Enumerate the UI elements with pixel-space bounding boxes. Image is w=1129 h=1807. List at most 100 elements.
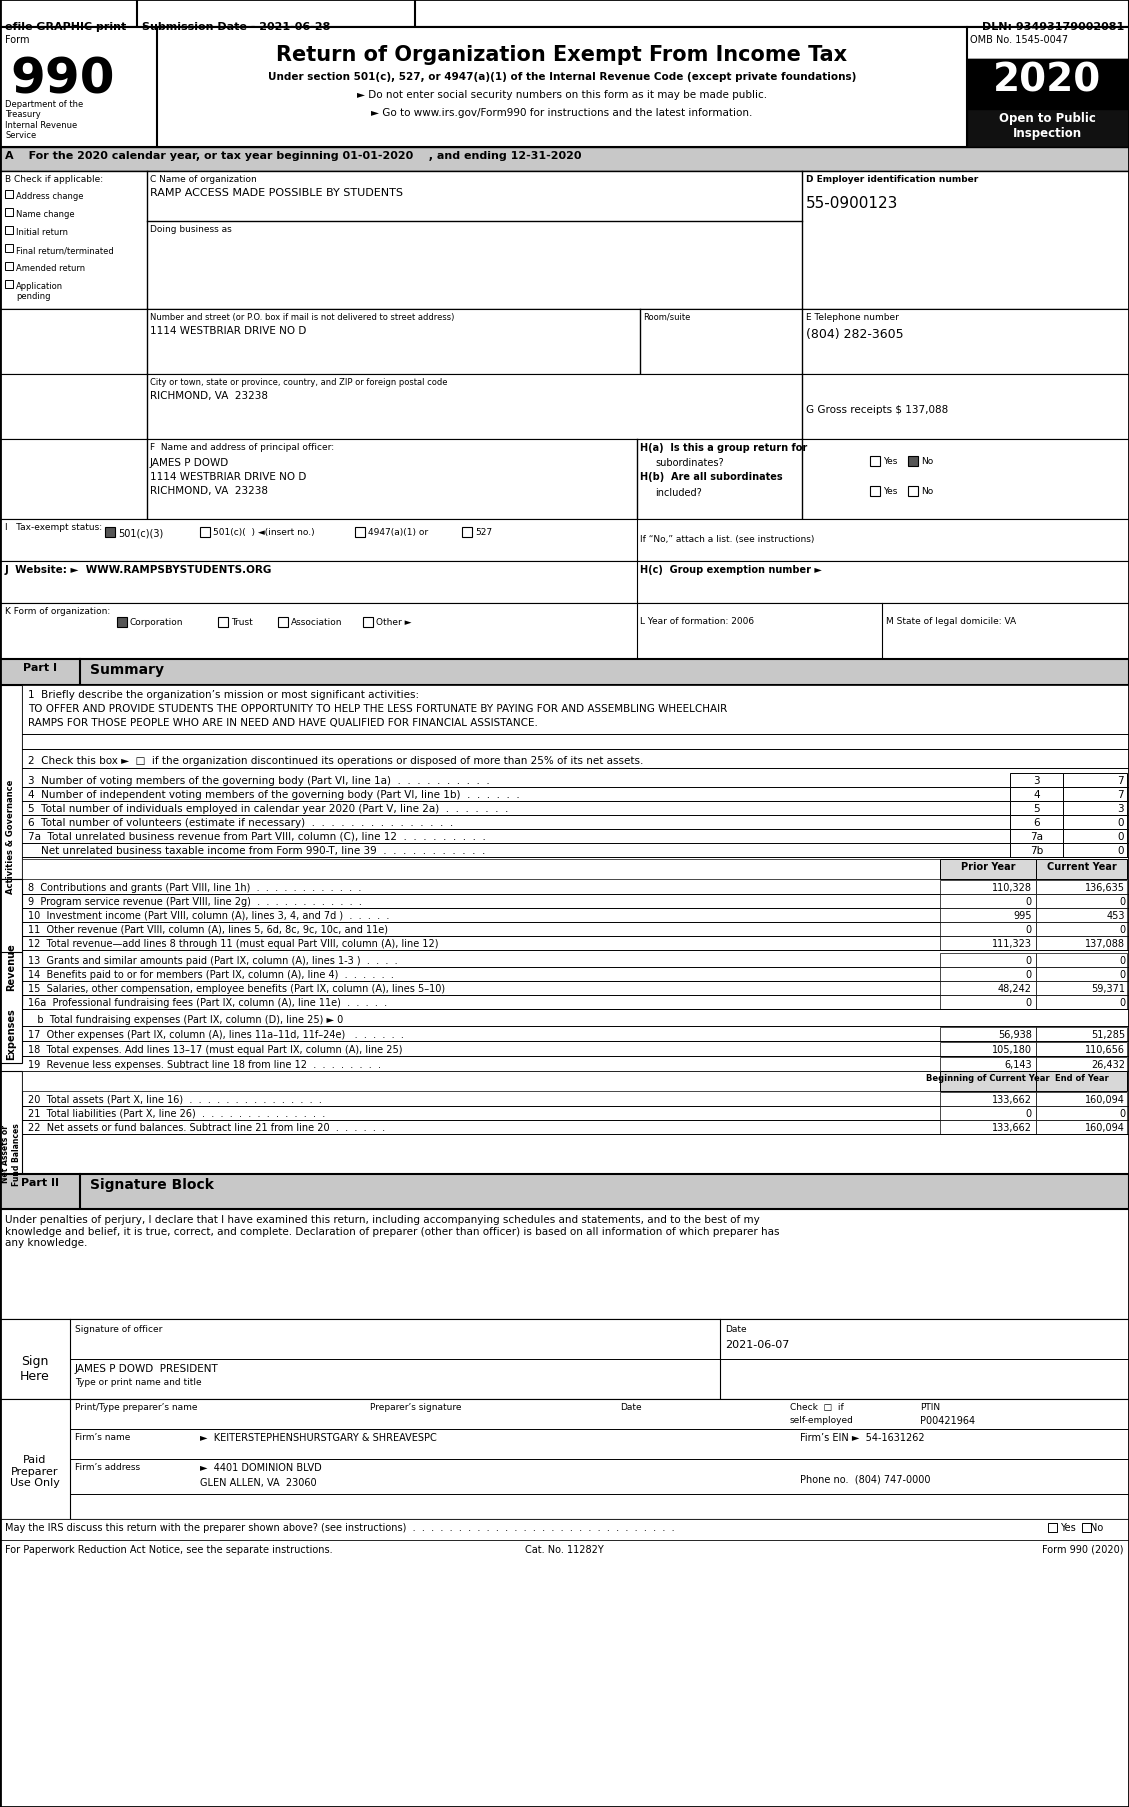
- Text: 0: 0: [1119, 970, 1124, 979]
- Bar: [1036, 1120, 1127, 1135]
- Bar: [0, 604, 1129, 660]
- Bar: [462, 528, 472, 538]
- Text: Phone no.  (804) 747-0000: Phone no. (804) 747-0000: [800, 1475, 930, 1484]
- Text: included?: included?: [655, 488, 702, 497]
- Text: 1114 WESTBRIAR DRIVE NO D: 1114 WESTBRIAR DRIVE NO D: [150, 472, 306, 482]
- Bar: [1010, 829, 1064, 844]
- Bar: [968, 60, 1129, 110]
- Text: Return of Organization Exempt From Income Tax: Return of Organization Exempt From Incom…: [277, 45, 848, 65]
- Bar: [940, 954, 1036, 967]
- Text: H(b)  Are all subordinates: H(b) Are all subordinates: [640, 472, 782, 482]
- Bar: [105, 528, 115, 538]
- Text: Yes: Yes: [1060, 1521, 1076, 1532]
- Text: 0: 0: [1026, 896, 1032, 907]
- Text: 16a  Professional fundraising fees (Part IX, column (A), line 11e)  .  .  .  .  : 16a Professional fundraising fees (Part …: [28, 997, 387, 1008]
- Text: 0: 0: [1118, 817, 1124, 828]
- Text: Signature of officer: Signature of officer: [75, 1325, 163, 1334]
- Bar: [5, 262, 14, 271]
- Text: Firm’s address: Firm’s address: [75, 1462, 140, 1471]
- Bar: [1010, 773, 1064, 788]
- Text: ► Do not enter social security numbers on this form as it may be made public.: ► Do not enter social security numbers o…: [357, 90, 767, 99]
- Text: 19  Revenue less expenses. Subtract line 18 from line 12  .  .  .  .  .  .  .  .: 19 Revenue less expenses. Subtract line …: [28, 1059, 380, 1070]
- Bar: [1036, 936, 1127, 950]
- Text: RAMPS FOR THOSE PEOPLE WHO ARE IN NEED AND HAVE QUALIFIED FOR FINANCIAL ASSISTAN: RAMPS FOR THOSE PEOPLE WHO ARE IN NEED A…: [28, 717, 537, 728]
- Text: 501(c)(3): 501(c)(3): [119, 528, 164, 538]
- Text: 22  Net assets or fund balances. Subtract line 21 from line 20  .  .  .  .  .  .: 22 Net assets or fund balances. Subtract…: [28, 1122, 385, 1133]
- Text: Amended return: Amended return: [16, 264, 85, 273]
- Text: Yes: Yes: [883, 486, 898, 495]
- Text: 18  Total expenses. Add lines 13–17 (must equal Part IX, column (A), line 25): 18 Total expenses. Add lines 13–17 (must…: [28, 1044, 403, 1055]
- Text: 0: 0: [1026, 925, 1032, 934]
- Text: 4947(a)(1) or: 4947(a)(1) or: [368, 528, 428, 537]
- Text: Application
pending: Application pending: [16, 282, 63, 302]
- Bar: [0, 685, 21, 880]
- Text: 0: 0: [1119, 925, 1124, 934]
- Bar: [1064, 773, 1127, 788]
- Text: F  Name and address of principal officer:: F Name and address of principal officer:: [150, 443, 334, 452]
- Bar: [0, 309, 1129, 374]
- Bar: [1064, 802, 1127, 815]
- Bar: [0, 439, 1129, 520]
- Bar: [1036, 909, 1127, 923]
- Text: Name change: Name change: [16, 210, 75, 219]
- Text: PTIN: PTIN: [920, 1402, 940, 1411]
- Text: ►  KEITERSTEPHENSHURSTGARY & SHREAVESPC: ► KEITERSTEPHENSHURSTGARY & SHREAVESPC: [200, 1433, 437, 1442]
- Text: 137,088: 137,088: [1085, 938, 1124, 949]
- Bar: [0, 1175, 1129, 1209]
- Text: Open to Public
Inspection: Open to Public Inspection: [998, 112, 1095, 139]
- Text: 105,180: 105,180: [992, 1044, 1032, 1055]
- Text: DLN: 93493179002081: DLN: 93493179002081: [982, 22, 1124, 33]
- Bar: [5, 210, 14, 217]
- Bar: [1036, 860, 1127, 880]
- Text: 59,371: 59,371: [1091, 983, 1124, 994]
- Text: Other ►: Other ►: [376, 618, 411, 627]
- Text: b  Total fundraising expenses (Part IX, column (D), line 25) ► 0: b Total fundraising expenses (Part IX, c…: [28, 1014, 343, 1025]
- Bar: [0, 660, 1129, 685]
- Text: M State of legal domicile: VA: M State of legal domicile: VA: [886, 616, 1016, 625]
- Text: 136,635: 136,635: [1085, 882, 1124, 893]
- Text: City or town, state or province, country, and ZIP or foreign postal code: City or town, state or province, country…: [150, 378, 447, 387]
- Text: 51,285: 51,285: [1091, 1030, 1124, 1039]
- Text: H(a)  Is this a group return for: H(a) Is this a group return for: [640, 443, 807, 454]
- Text: 995: 995: [1014, 911, 1032, 920]
- Text: Current Year: Current Year: [1047, 862, 1117, 871]
- Text: Firm’s EIN ►  54-1631262: Firm’s EIN ► 54-1631262: [800, 1433, 925, 1442]
- Bar: [1010, 815, 1064, 829]
- Bar: [21, 1072, 1127, 1091]
- Text: No: No: [1089, 1521, 1103, 1532]
- Text: 2021-06-07: 2021-06-07: [725, 1339, 789, 1350]
- Text: Print/Type preparer’s name: Print/Type preparer’s name: [75, 1402, 198, 1411]
- Bar: [1036, 1028, 1127, 1041]
- Text: 15  Salaries, other compensation, employee benefits (Part IX, column (A), lines : 15 Salaries, other compensation, employe…: [28, 983, 445, 994]
- Text: Corporation: Corporation: [130, 618, 184, 627]
- Bar: [0, 1399, 1129, 1520]
- Text: No: No: [921, 486, 934, 495]
- Text: RICHMOND, VA  23238: RICHMOND, VA 23238: [150, 486, 268, 495]
- Text: 55-0900123: 55-0900123: [806, 195, 899, 211]
- Text: Doing business as: Doing business as: [150, 224, 231, 233]
- Text: Net unrelated business taxable income from Form 990-T, line 39  .  .  .  .  .  .: Net unrelated business taxable income fr…: [28, 846, 485, 855]
- Bar: [908, 457, 918, 466]
- Text: No: No: [921, 457, 934, 466]
- Bar: [1036, 1093, 1127, 1106]
- Text: 20  Total assets (Part X, line 16)  .  .  .  .  .  .  .  .  .  .  .  .  .  .  .: 20 Total assets (Part X, line 16) . . . …: [28, 1095, 322, 1104]
- Text: 0: 0: [1119, 1108, 1124, 1119]
- Bar: [0, 0, 1129, 27]
- Text: 56,938: 56,938: [998, 1030, 1032, 1039]
- Text: Room/suite: Room/suite: [644, 313, 690, 322]
- Text: 0: 0: [1026, 970, 1032, 979]
- Text: L Year of formation: 2006: L Year of formation: 2006: [640, 616, 754, 625]
- Text: 3  Number of voting members of the governing body (Part VI, line 1a)  .  .  .  .: 3 Number of voting members of the govern…: [28, 775, 490, 786]
- Bar: [940, 981, 1036, 996]
- Text: 3: 3: [1033, 775, 1040, 786]
- Bar: [0, 1520, 1129, 1541]
- Text: 5  Total number of individuals employed in calendar year 2020 (Part V, line 2a) : 5 Total number of individuals employed i…: [28, 804, 508, 813]
- Text: B Check if applicable:: B Check if applicable:: [5, 175, 103, 184]
- Bar: [5, 228, 14, 235]
- Text: subordinates?: subordinates?: [655, 457, 724, 468]
- Bar: [0, 148, 1129, 172]
- Bar: [117, 618, 126, 627]
- Bar: [940, 1072, 1036, 1091]
- Text: Firm’s name: Firm’s name: [75, 1433, 130, 1442]
- Text: Yes: Yes: [883, 457, 898, 466]
